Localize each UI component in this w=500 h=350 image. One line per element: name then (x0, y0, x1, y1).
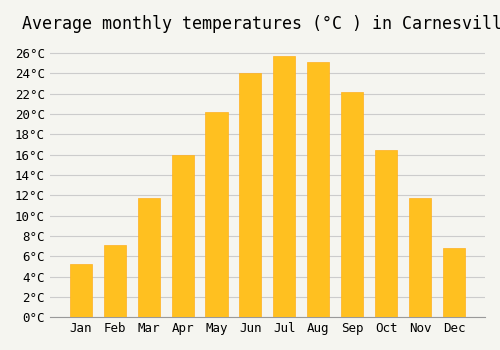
Bar (342, 92, 363, 317)
Bar (375, 149, 398, 317)
Bar (308, 62, 330, 317)
Bar (409, 198, 432, 317)
Bar (274, 56, 295, 317)
Bar (70, 264, 92, 317)
Bar (240, 74, 262, 317)
Bar (443, 248, 465, 317)
Bar (104, 245, 126, 317)
Bar (138, 198, 160, 317)
Title: Average monthly temperatures (°C ) in Carnesville: Average monthly temperatures (°C ) in Ca… (22, 15, 500, 33)
Bar (172, 155, 194, 317)
Bar (206, 112, 228, 317)
